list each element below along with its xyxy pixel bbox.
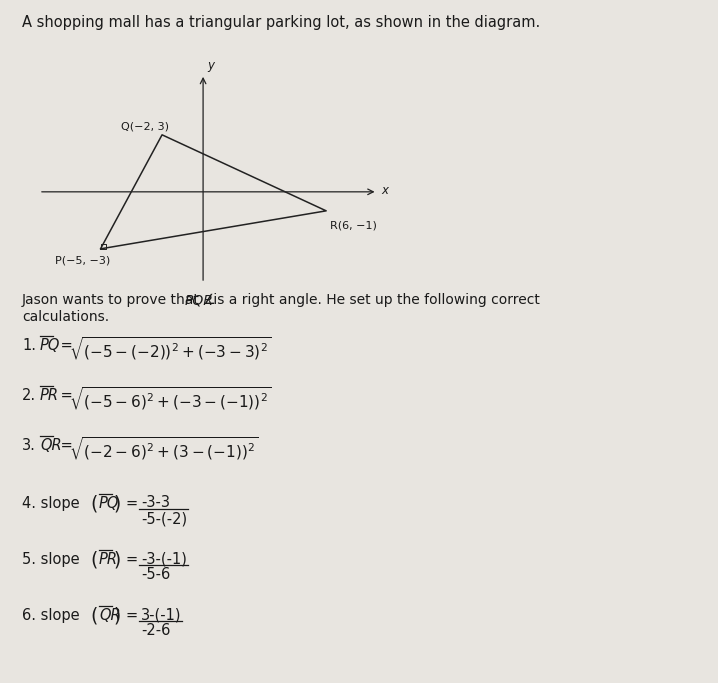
Text: 5. slope: 5. slope [22, 552, 80, 567]
Text: PQ: PQ [40, 338, 60, 353]
Text: =: = [56, 338, 73, 353]
Text: =: = [125, 608, 137, 623]
Text: R(6, −1): R(6, −1) [330, 221, 377, 230]
Text: 1.: 1. [22, 338, 36, 353]
Text: QR: QR [40, 438, 62, 453]
Text: $\sqrt{(-2-6)^{2}+(3-(-1))^{2}}$: $\sqrt{(-2-6)^{2}+(3-(-1))^{2}}$ [69, 436, 258, 463]
Text: =: = [56, 438, 73, 453]
Text: $\sqrt{(-5-6)^{2}+(-3-(-1))^{2}}$: $\sqrt{(-5-6)^{2}+(-3-(-1))^{2}}$ [69, 386, 271, 413]
Text: P(−5, −3): P(−5, −3) [55, 255, 111, 266]
Text: =: = [125, 496, 137, 511]
Text: 6. slope: 6. slope [22, 608, 80, 623]
Text: is a right angle. He set up the following correct: is a right angle. He set up the followin… [209, 293, 540, 307]
Text: 3-(-1): 3-(-1) [141, 607, 182, 622]
Text: =: = [125, 552, 137, 567]
Text: -3-(-1): -3-(-1) [141, 551, 187, 566]
Text: (: ( [90, 551, 98, 570]
Text: Q(−2, 3): Q(−2, 3) [121, 122, 169, 132]
Text: PR: PR [99, 552, 118, 567]
Text: (: ( [90, 607, 98, 626]
Text: =: = [56, 388, 73, 403]
Text: PQR: PQR [185, 293, 214, 307]
Text: ): ) [113, 495, 121, 514]
Text: -5-6: -5-6 [141, 567, 170, 582]
Text: Jason wants to prove that ∠: Jason wants to prove that ∠ [22, 293, 217, 307]
Text: 2.: 2. [22, 388, 36, 403]
Text: -3-3: -3-3 [141, 495, 170, 510]
Text: (: ( [90, 495, 98, 514]
Text: x: x [381, 184, 388, 197]
Text: 4. slope: 4. slope [22, 496, 80, 511]
Text: 3.: 3. [22, 438, 36, 453]
Text: calculations.: calculations. [22, 310, 109, 324]
Text: y: y [208, 59, 214, 72]
Text: $\sqrt{(-5-(-2))^{2}+(-3-3)^{2}}$: $\sqrt{(-5-(-2))^{2}+(-3-3)^{2}}$ [69, 336, 271, 363]
Text: PQ: PQ [99, 496, 119, 511]
Text: ): ) [113, 551, 121, 570]
Text: PR: PR [40, 388, 59, 403]
Text: -5-(-2): -5-(-2) [141, 511, 187, 526]
Text: QR: QR [99, 608, 121, 623]
Text: ): ) [113, 607, 121, 626]
Text: A shopping mall has a triangular parking lot, as shown in the diagram.: A shopping mall has a triangular parking… [22, 15, 540, 30]
Text: -2-6: -2-6 [141, 623, 171, 638]
